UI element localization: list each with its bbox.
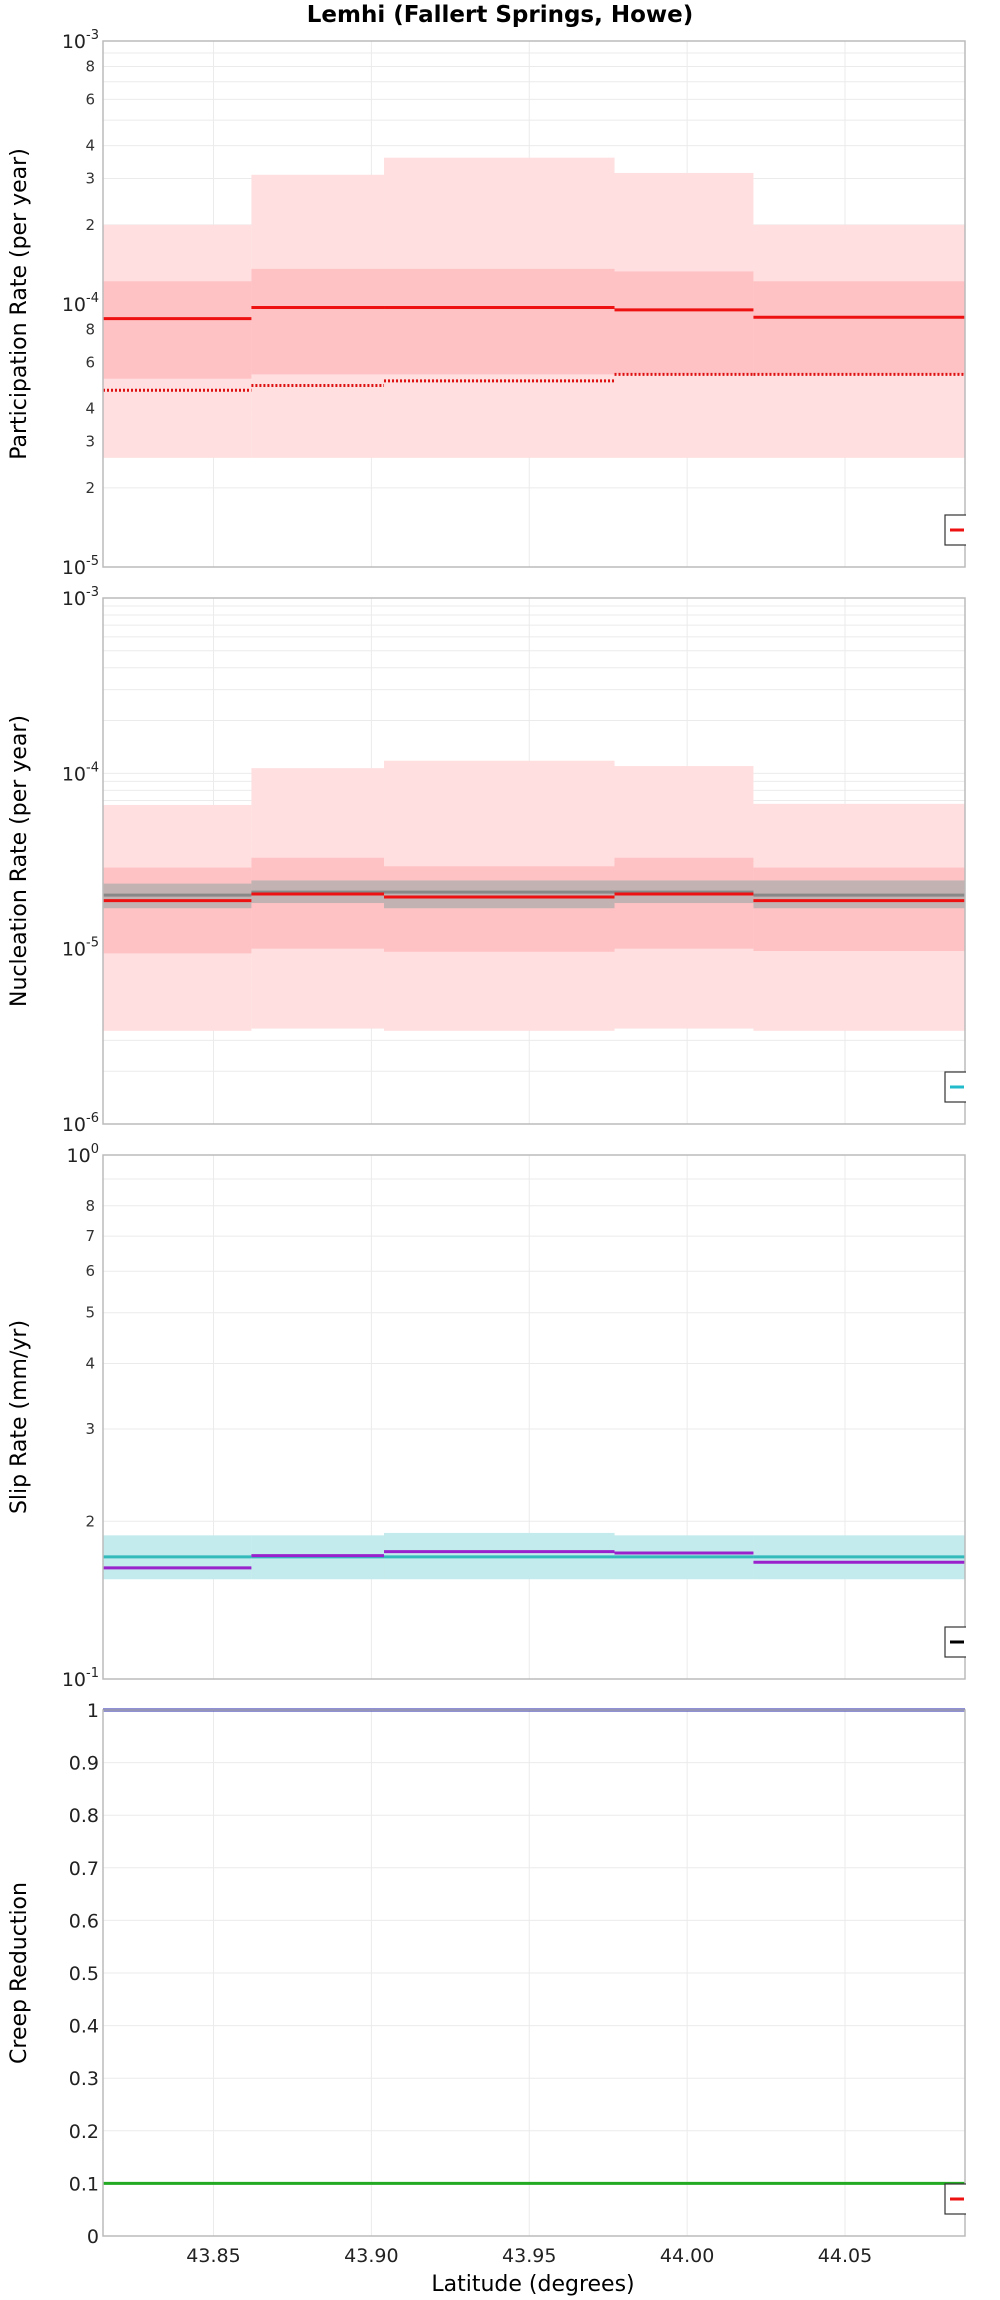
- y-tick-label: 100: [67, 1142, 99, 1167]
- band-inner-range-3: [614, 271, 754, 375]
- y-tick-label: 10-6: [62, 1111, 99, 1136]
- band-inner-range-4: [753, 281, 965, 375]
- y-tick-label: 10-3: [62, 585, 99, 610]
- band-inner-range-3: [614, 857, 754, 949]
- band-inner-range-0: [103, 281, 252, 379]
- y-minor-tick-label: 2: [85, 1512, 95, 1530]
- band-inner-range-2: [384, 866, 615, 952]
- y-axis-label: Participation Rate (per year): [7, 148, 32, 460]
- band-inner-range-0: [103, 867, 252, 954]
- y-tick-label: 0.2: [69, 2121, 99, 2143]
- y-tick-label: 0: [87, 2226, 99, 2248]
- y-minor-tick-label: 6: [85, 353, 95, 371]
- y-minor-tick-label: 2: [85, 216, 95, 234]
- y-minor-tick-label: 2: [85, 479, 95, 497]
- y-tick-label: 0.3: [69, 2068, 99, 2090]
- y-tick-label: 0.9: [69, 1753, 99, 1775]
- y-minor-tick-label: 4: [85, 137, 95, 155]
- y-tick-label: 1: [87, 1700, 99, 1722]
- x-axis-label: Latitude (degrees): [431, 2272, 634, 2297]
- y-minor-tick-label: 8: [85, 57, 95, 75]
- band-grey-range-2: [384, 880, 615, 909]
- axes-frame: [102, 40, 966, 568]
- panel-creep: 0 0.1 0.2 0.3 0.4 0.5 0.6 0.7 0.8 0.9 1 Creep Reduc…: [7, 1700, 972, 2248]
- y-tick-label: 0.6: [69, 1910, 99, 1932]
- band-inner-range-1: [251, 268, 385, 375]
- band-inner-range-1: [251, 857, 385, 949]
- y-tick-label: 10-4: [62, 760, 99, 785]
- x-tick-label: 44.00: [660, 2245, 714, 2267]
- y-tick-label: 10-1: [62, 1666, 99, 1691]
- y-minor-tick-label: 4: [85, 1355, 95, 1373]
- y-axis-label: Slip Rate (mm/yr): [7, 1320, 32, 1514]
- axes-frame: [102, 1154, 966, 1680]
- y-minor-tick-label: 4: [85, 400, 95, 418]
- y-minor-tick-label: 5: [85, 1304, 95, 1322]
- y-minor-tick-label: 7: [85, 1227, 95, 1245]
- y-tick-label: 0.5: [69, 1963, 99, 1985]
- y-tick-label: 0.1: [69, 2173, 99, 2195]
- x-tick-label: 43.90: [344, 2245, 398, 2267]
- y-minor-tick-label: 6: [85, 1262, 95, 1280]
- band-inner-range-4: [753, 867, 965, 951]
- panel-nucleation: 10-6 10-5 10-4 10-3 Nucleation Rate (per yea…: [7, 585, 972, 1136]
- axes-frame: [102, 597, 966, 1125]
- band-inner-range-2: [384, 268, 615, 375]
- y-axis-label: Creep Reduction: [7, 1882, 32, 2064]
- y-tick-label: 0.8: [69, 1805, 99, 1827]
- y-tick-label: 10-4: [62, 291, 99, 316]
- y-minor-tick-label: 3: [85, 1420, 95, 1438]
- panel-participation: 10-5 10-4 10-3 2 3 4 6 8 2 3 4 6 8 Participation Rate…: [7, 28, 972, 579]
- y-minor-tick-label: 3: [85, 170, 95, 188]
- y-tick-label: 0.7: [69, 1858, 99, 1880]
- x-tick-label: 43.85: [186, 2245, 240, 2267]
- y-tick-label: 10-3: [62, 28, 99, 53]
- chart-title: Lemhi (Fallert Springs, Howe): [307, 2, 694, 28]
- y-tick-label: 10-5: [62, 936, 99, 961]
- y-tick-label: 0.4: [69, 2016, 99, 2038]
- x-tick-label: 43.95: [502, 2245, 556, 2267]
- y-minor-tick-label: 6: [85, 90, 95, 108]
- y-axis-label: Nucleation Rate (per year): [7, 715, 32, 1007]
- y-minor-tick-label: 8: [85, 1197, 95, 1215]
- x-tick-label: 44.05: [818, 2245, 872, 2267]
- right-margin: [966, 0, 1000, 2300]
- y-tick-label: 10-5: [62, 554, 99, 579]
- axes-frame: [102, 1709, 966, 2237]
- y-minor-tick-label: 8: [85, 320, 95, 338]
- y-minor-tick-label: 3: [85, 433, 95, 451]
- panel-slip: 10-1 100 2 3 4 5 6 7 8 Slip Rate (mm/yr): [7, 1142, 972, 1691]
